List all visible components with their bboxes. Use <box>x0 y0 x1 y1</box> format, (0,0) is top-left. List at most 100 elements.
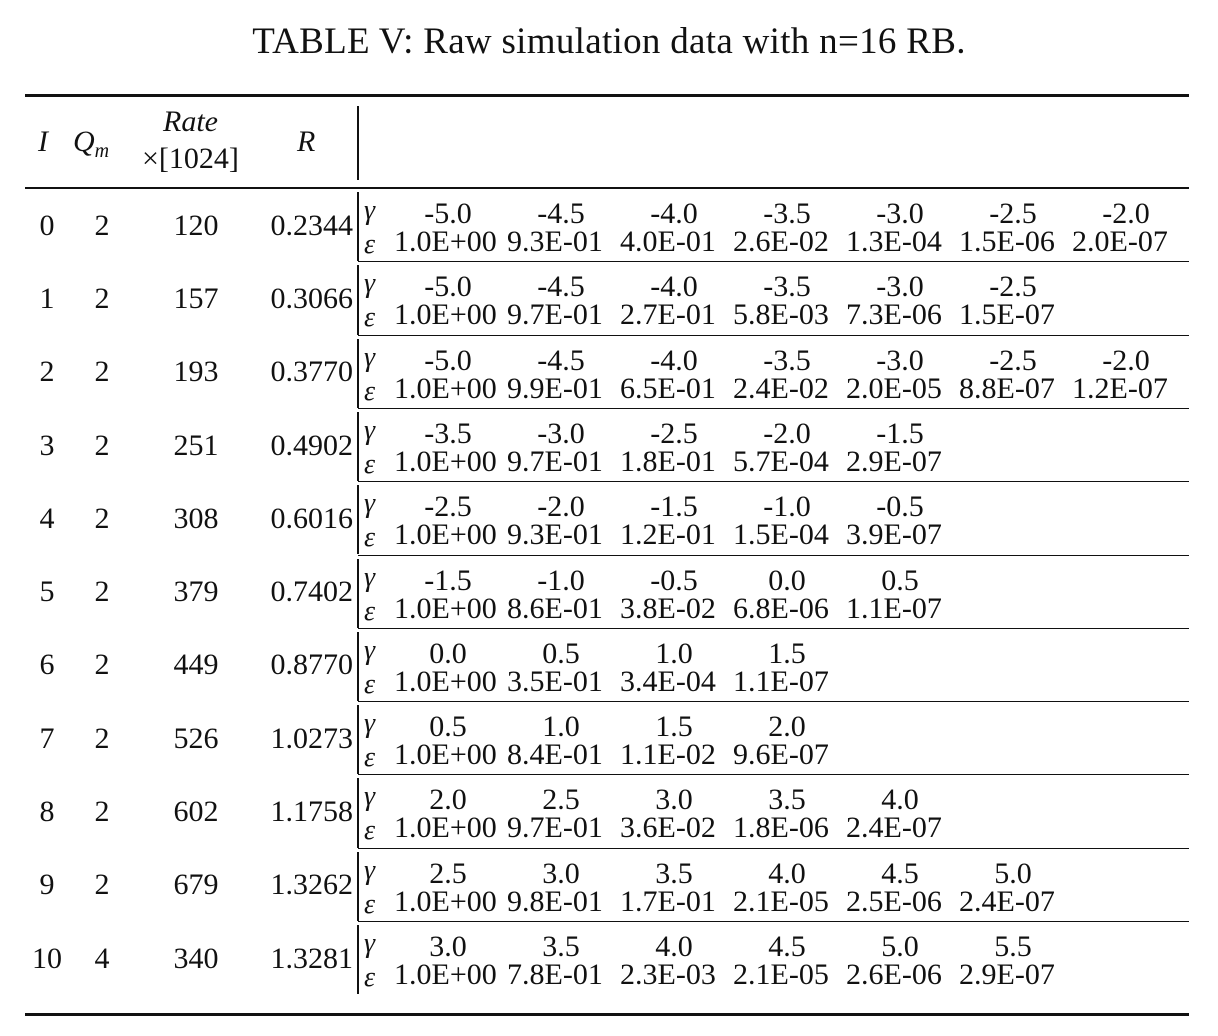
gamma-value: 0.5 <box>429 710 467 744</box>
cell-r: 1.3262 <box>270 868 354 902</box>
cell-rate: 679 <box>173 868 219 902</box>
gamma-value: 0.0 <box>429 636 467 670</box>
cell-qm: 2 <box>94 501 110 535</box>
epsilon-value: 9.8E-01 <box>507 884 603 918</box>
gamma-value: 4.0 <box>768 856 806 890</box>
epsilon-value: 3.9E-07 <box>846 518 942 552</box>
gamma-value: -4.5 <box>537 343 585 377</box>
cell-i: 10 <box>32 941 62 975</box>
header-qm: Qm <box>73 125 110 162</box>
epsilon-value: 9.3E-01 <box>507 518 603 552</box>
gamma-value: 4.5 <box>881 856 919 890</box>
row-divider <box>357 705 359 775</box>
epsilon-value: 1.1E-07 <box>846 591 942 625</box>
gamma-value: -3.5 <box>763 270 811 304</box>
gamma-symbol: γ <box>364 195 376 226</box>
gamma-value: 4.0 <box>655 930 693 963</box>
epsilon-value: 1.8E-01 <box>620 444 716 478</box>
gamma-value: -1.5 <box>876 416 924 450</box>
epsilon-value: 8.4E-01 <box>507 738 603 772</box>
row-separator <box>358 627 1189 629</box>
gamma-value: -2.5 <box>989 197 1037 230</box>
gamma-value: -3.5 <box>424 416 472 450</box>
epsilon-value: 9.7E-01 <box>507 298 603 332</box>
epsilon-value: 5.7E-04 <box>733 444 829 478</box>
cell-r: 0.2344 <box>270 208 354 242</box>
row-separator <box>358 481 1189 483</box>
epsilon-symbol: ε <box>364 522 376 554</box>
epsilon-value: 2.9E-07 <box>959 958 1055 991</box>
epsilon-value: 1.0E+00 <box>394 811 497 845</box>
gamma-value: 3.5 <box>655 856 693 890</box>
gamma-value: -0.5 <box>650 563 698 597</box>
epsilon-value: 3.5E-01 <box>507 664 603 698</box>
gamma-value: -5.0 <box>424 197 472 230</box>
epsilon-value: 1.0E+00 <box>394 591 497 625</box>
epsilon-value: 1.0E+00 <box>394 444 497 478</box>
cell-qm: 2 <box>94 208 110 242</box>
gamma-value: 5.5 <box>994 930 1032 963</box>
gamma-value: 5.0 <box>881 930 919 963</box>
cell-qm: 2 <box>94 795 110 829</box>
gamma-value: -1.0 <box>763 490 811 524</box>
cell-rate: 340 <box>173 941 219 975</box>
epsilon-value: 1.0E+00 <box>394 958 497 991</box>
epsilon-value: 2.9E-07 <box>846 444 942 478</box>
gamma-value: -3.5 <box>763 197 811 230</box>
row-separator <box>358 407 1189 409</box>
gamma-symbol: γ <box>364 634 376 666</box>
cell-rate: 602 <box>173 795 219 829</box>
gamma-value: 1.5 <box>655 710 693 744</box>
cell-r: 1.1758 <box>270 795 354 829</box>
cell-r: 0.7402 <box>270 575 354 609</box>
epsilon-value: 2.1E-05 <box>733 884 829 918</box>
epsilon-symbol: ε <box>364 595 376 627</box>
epsilon-value: 4.0E-01 <box>620 225 716 258</box>
epsilon-value: 1.7E-01 <box>620 884 716 918</box>
epsilon-symbol: ε <box>364 448 376 480</box>
gamma-value: 4.5 <box>768 930 806 963</box>
row-separator <box>358 261 1189 263</box>
gamma-symbol: γ <box>364 854 376 886</box>
gamma-symbol: γ <box>364 341 376 373</box>
epsilon-symbol: ε <box>364 668 376 700</box>
gamma-symbol: γ <box>364 781 376 813</box>
cell-i: 5 <box>39 575 55 609</box>
row-divider <box>357 778 359 848</box>
cell-qm: 2 <box>94 355 110 389</box>
cell-i: 8 <box>39 795 55 829</box>
row-divider <box>357 485 359 555</box>
cell-qm: 2 <box>94 575 110 609</box>
cell-rate: 251 <box>173 428 219 462</box>
row-divider <box>357 851 359 921</box>
epsilon-value: 1.2E-07 <box>1072 371 1168 405</box>
epsilon-value: 2.4E-02 <box>733 371 829 405</box>
epsilon-value: 1.0E+00 <box>394 664 497 698</box>
epsilon-value: 9.6E-07 <box>733 738 829 772</box>
epsilon-value: 6.5E-01 <box>620 371 716 405</box>
row-divider <box>357 265 359 335</box>
epsilon-value: 1.0E+00 <box>394 518 497 552</box>
epsilon-symbol: ε <box>364 375 376 407</box>
row-separator <box>358 774 1189 776</box>
epsilon-value: 1.0E+00 <box>394 884 497 918</box>
epsilon-symbol: ε <box>364 229 376 260</box>
epsilon-value: 2.1E-05 <box>733 958 829 991</box>
gamma-value: -2.0 <box>1102 197 1150 230</box>
epsilon-value: 3.4E-04 <box>620 664 716 698</box>
cell-qm: 2 <box>94 721 110 755</box>
epsilon-symbol: ε <box>364 302 376 334</box>
gamma-value: -1.5 <box>650 490 698 524</box>
row-divider <box>357 338 359 408</box>
row-divider <box>357 925 359 995</box>
gamma-value: 3.0 <box>542 856 580 890</box>
cell-r: 1.0273 <box>270 721 354 755</box>
row-divider <box>357 192 359 262</box>
row-divider <box>357 558 359 628</box>
row-separator <box>358 334 1189 336</box>
cell-rate: 120 <box>173 208 219 242</box>
gamma-symbol: γ <box>364 268 376 300</box>
row-divider <box>357 631 359 702</box>
gamma-value: -5.0 <box>424 270 472 304</box>
epsilon-symbol: ε <box>364 962 376 993</box>
